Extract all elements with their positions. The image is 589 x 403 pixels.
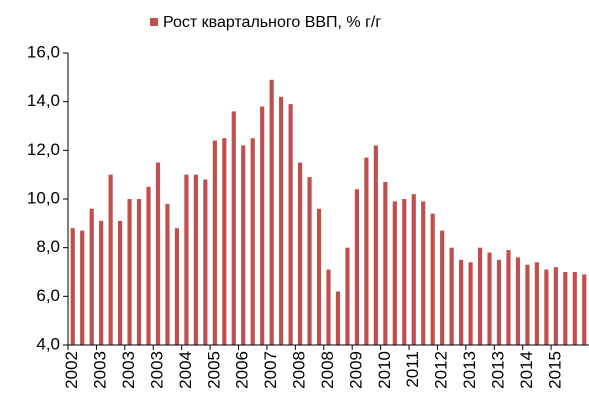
x-tick-label: 2006 xyxy=(233,351,252,389)
bar xyxy=(477,247,483,345)
bar xyxy=(421,201,426,345)
bar xyxy=(241,145,246,345)
x-tick-label: 2014 xyxy=(517,351,536,389)
x-tick-label: 2003 xyxy=(147,351,166,389)
bar xyxy=(459,259,464,345)
bar xyxy=(383,181,388,345)
bar xyxy=(430,213,435,345)
bar xyxy=(222,138,227,345)
x-tick-label: 2010 xyxy=(375,351,394,389)
bar xyxy=(127,199,132,345)
bar xyxy=(89,208,94,345)
bar xyxy=(582,274,587,345)
bar xyxy=(155,162,161,345)
bar xyxy=(146,186,151,345)
x-tick-label: 2004 xyxy=(176,351,195,389)
bar xyxy=(354,189,360,345)
bar xyxy=(364,157,369,345)
bar xyxy=(402,199,407,345)
bar xyxy=(231,111,236,346)
x-tick-label: 2013 xyxy=(460,351,479,389)
bar xyxy=(487,252,492,345)
x-tick-label: 2009 xyxy=(346,351,365,389)
bar xyxy=(544,269,549,345)
bar xyxy=(440,230,445,345)
bar xyxy=(165,203,170,345)
bar xyxy=(553,267,558,345)
y-tick-label: 14,0 xyxy=(27,91,60,110)
bar xyxy=(468,262,473,345)
x-tick-label: 2007 xyxy=(261,351,280,389)
x-tick-label: 2003 xyxy=(91,351,110,389)
bar xyxy=(108,174,113,345)
y-tick-label: 4,0 xyxy=(36,334,60,353)
x-tick-label: 2012 xyxy=(432,351,451,389)
y-tick-label: 6,0 xyxy=(36,286,60,305)
bar xyxy=(118,220,123,345)
bar xyxy=(515,257,521,345)
y-tick-label: 16,0 xyxy=(27,42,60,61)
bar xyxy=(307,177,312,345)
bar xyxy=(297,162,303,345)
x-tick-label: 2008 xyxy=(318,351,337,389)
bar xyxy=(279,96,284,345)
bar xyxy=(136,199,142,345)
bar xyxy=(269,79,274,346)
bar xyxy=(496,259,502,345)
y-tick-label: 8,0 xyxy=(36,237,60,256)
bar xyxy=(326,269,331,345)
x-tick-label: 2003 xyxy=(119,351,138,389)
bar xyxy=(184,174,189,345)
x-tick-label: 2015 xyxy=(545,351,564,389)
legend-label: Рост квартального ВВП, % г/г xyxy=(163,14,381,31)
bar xyxy=(288,104,293,345)
bar xyxy=(506,250,511,345)
bar xyxy=(99,220,104,345)
bar xyxy=(80,230,85,345)
bar xyxy=(250,138,255,345)
bar xyxy=(534,262,539,345)
bar xyxy=(449,247,454,345)
bar xyxy=(392,201,397,345)
bar xyxy=(373,145,378,345)
bar xyxy=(70,228,75,345)
y-tick-label: 12,0 xyxy=(27,140,60,159)
bar xyxy=(316,208,322,345)
bar xyxy=(525,264,530,345)
bar xyxy=(193,174,198,345)
x-tick-label: 2013 xyxy=(488,351,507,389)
bar xyxy=(411,194,416,345)
bar xyxy=(174,228,180,345)
legend-swatch xyxy=(150,18,158,26)
bar xyxy=(335,291,341,345)
bar xyxy=(572,272,577,345)
x-tick-label: 2011 xyxy=(403,351,422,388)
bar xyxy=(203,179,208,345)
bar xyxy=(345,247,350,345)
x-tick-label: 2002 xyxy=(62,351,81,389)
y-tick-label: 10,0 xyxy=(27,188,60,207)
bar xyxy=(563,272,568,345)
x-tick-label: 2005 xyxy=(204,351,223,389)
bar xyxy=(260,106,265,346)
x-tick-label: 2008 xyxy=(290,351,309,389)
bar xyxy=(212,140,217,345)
